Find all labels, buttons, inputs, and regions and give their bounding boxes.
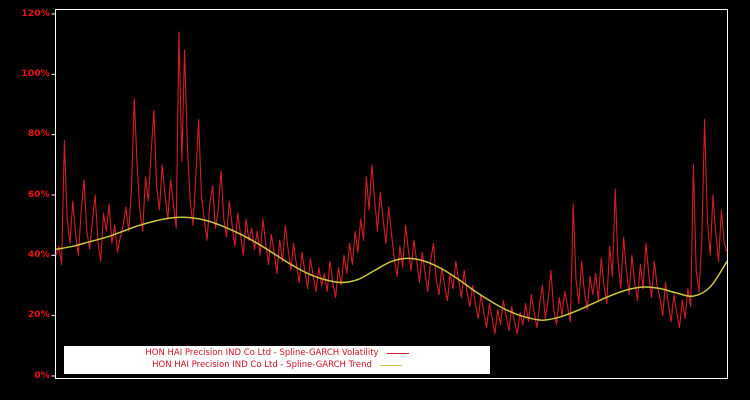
trend-line-sample — [379, 365, 402, 366]
y-axis-tick-label: 60% — [27, 189, 50, 200]
y-axis: 0% 20% 40% 60% 80% 100% 120% — [0, 0, 52, 400]
legend-item-volatility: HON HAI Precision IND Co Ltd - Spline-GA… — [64, 348, 490, 359]
y-axis-tick-label: 0% — [34, 370, 50, 381]
legend: HON HAI Precision IND Co Ltd - Spline-GA… — [64, 346, 490, 374]
y-axis-tick-label: 100% — [21, 68, 50, 79]
plot-border — [55, 9, 728, 379]
legend-label-volatility: HON HAI Precision IND Co Ltd - Spline-GA… — [145, 348, 379, 358]
volatility-series-line — [55, 31, 728, 335]
y-axis-tick-label: 80% — [27, 129, 50, 140]
y-axis-tick-label: 20% — [27, 310, 50, 321]
legend-item-trend: HON HAI Precision IND Co Ltd - Spline-GA… — [64, 360, 490, 371]
volatility-line-sample — [386, 353, 409, 354]
legend-label-trend: HON HAI Precision IND Co Ltd - Spline-GA… — [152, 360, 372, 370]
y-axis-tick-label: 120% — [21, 8, 50, 19]
y-axis-tick-label: 40% — [27, 249, 50, 260]
trend-series-line — [55, 216, 728, 321]
